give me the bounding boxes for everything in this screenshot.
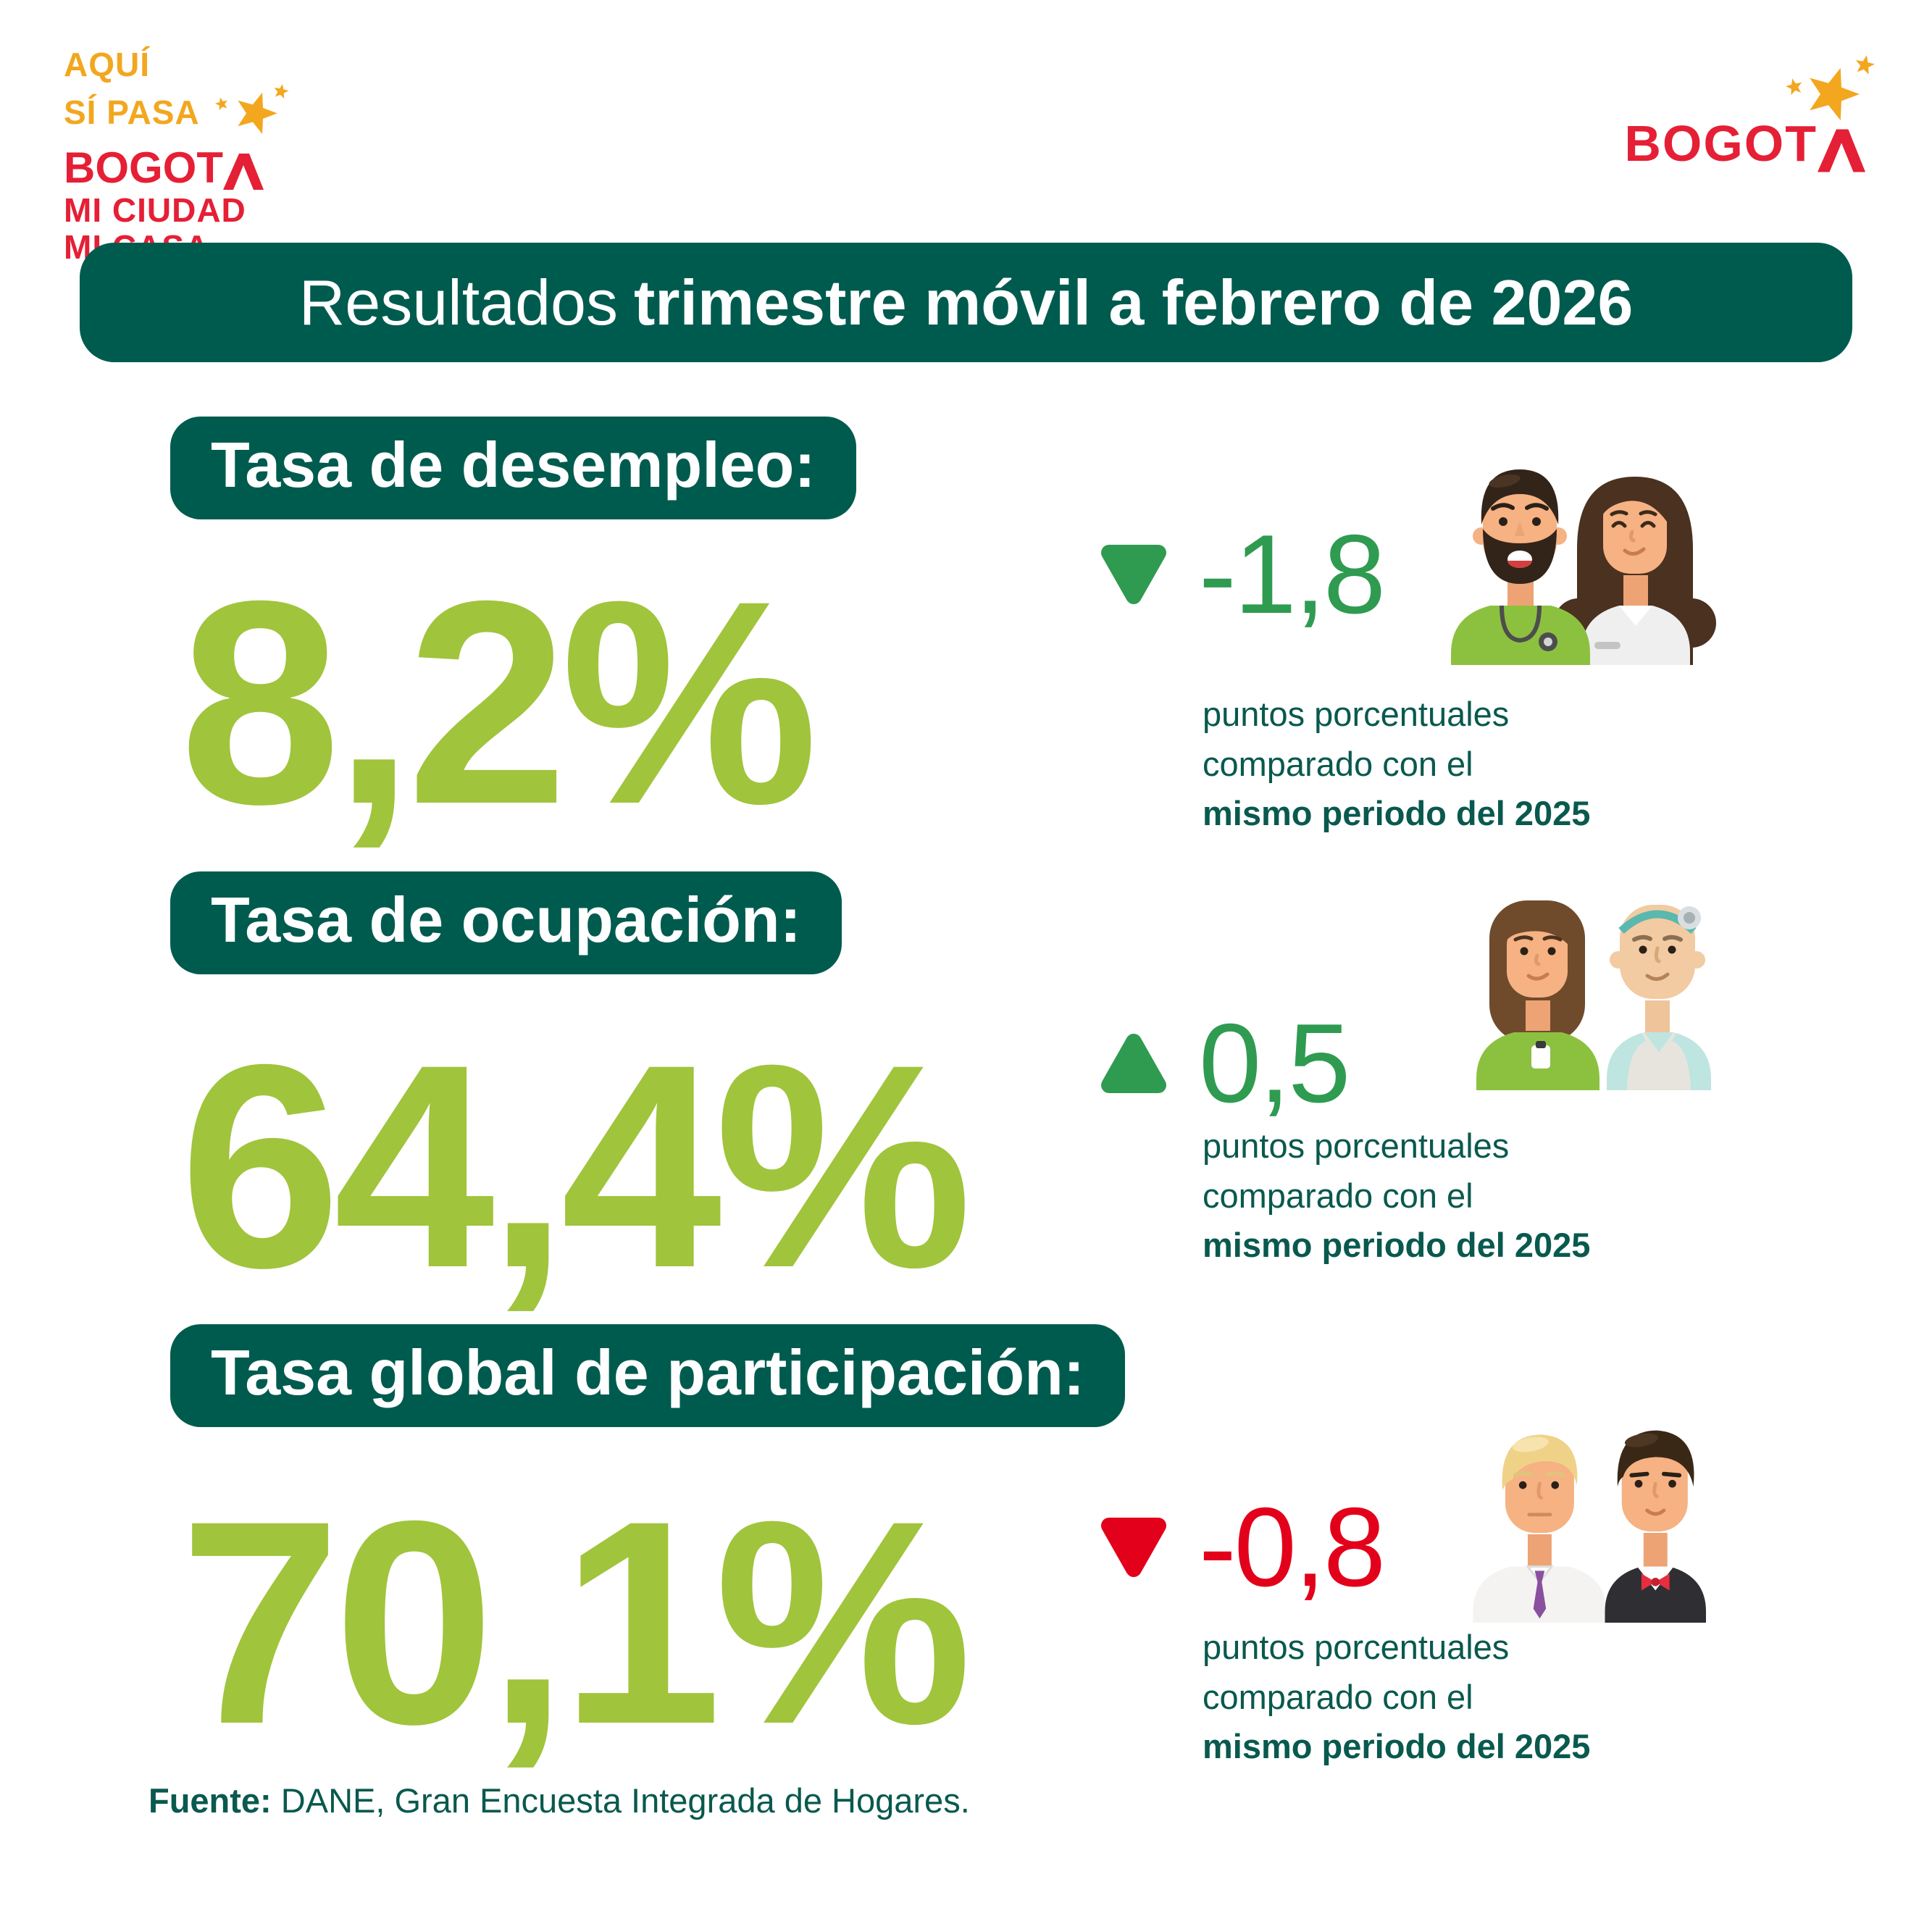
- title-regular: Resultados: [298, 266, 618, 338]
- source-label: Fuente:: [149, 1781, 272, 1820]
- bogota-logo: BOGOT: [1624, 52, 1875, 172]
- change-description-desempleo: puntos porcentuales comparado con el mis…: [1203, 690, 1590, 839]
- health-workers-couple-illustration: [1451, 469, 1716, 665]
- desc-line: puntos porcentuales: [1203, 695, 1510, 733]
- change-indicator-desempleo: -1,8: [1097, 511, 1386, 637]
- logo-line-aqui: AQUÍ: [64, 46, 150, 83]
- desc-line-bold: mismo periodo del 2025: [1203, 1727, 1591, 1766]
- change-value: 0,5: [1199, 1000, 1350, 1126]
- stat-value-ocupacion: 64,4%: [180, 1004, 972, 1328]
- change-description-ocupacion: puntos porcentuales comparado con el mis…: [1203, 1121, 1590, 1271]
- stat-label-text: Tasa global de participación:: [211, 1337, 1085, 1408]
- triangle-up-icon: [1101, 1034, 1166, 1093]
- triangle-down-icon: [1101, 1518, 1166, 1577]
- logo-bogota-text: BOGOT: [1624, 115, 1818, 172]
- logo-a-mountain-icon: [223, 154, 264, 190]
- source-note: Fuente: DANE, Gran Encuesta Integrada de…: [149, 1781, 970, 1820]
- gold-stars-icon: [1786, 55, 1875, 121]
- desc-line-bold: mismo periodo del 2025: [1203, 794, 1591, 833]
- logo-si-pasa-text: SÍ PASA: [64, 93, 200, 131]
- nurse-and-doctor-illustration: [1476, 900, 1711, 1090]
- bogota-campaign-logo: AQUÍ SÍ PASA BOGOT: [64, 48, 291, 264]
- stat-label-ocupacion: Tasa de ocupación:: [170, 871, 842, 974]
- office-worker-and-waiter-illustration: [1473, 1430, 1706, 1623]
- stat-label-text: Tasa de desempleo:: [211, 429, 816, 501]
- stat-value-participacion: 70,1%: [180, 1460, 972, 1784]
- logo-bogota-word: BOGOT: [1624, 114, 1865, 172]
- change-description-participacion: puntos porcentuales comparado con el mis…: [1203, 1623, 1590, 1772]
- change-value: -1,8: [1199, 511, 1386, 637]
- change-indicator-participacion: -0,8: [1097, 1484, 1386, 1610]
- change-value: -0,8: [1199, 1484, 1386, 1610]
- desc-line: comparado con el: [1203, 1176, 1473, 1215]
- stat-label-participacion: Tasa global de participación:: [170, 1324, 1126, 1427]
- desc-line: comparado con el: [1203, 1677, 1473, 1716]
- stat-value-desempleo: 8,2%: [180, 540, 819, 864]
- logo-a-mountain-icon: [1818, 129, 1865, 172]
- desc-line-bold: mismo periodo del 2025: [1203, 1226, 1591, 1265]
- gold-stars-icon: [214, 83, 289, 135]
- title-bold: trimestre móvil a febrero de 2026: [633, 266, 1634, 338]
- logo-line-si-pasa: SÍ PASA: [64, 81, 291, 143]
- logo-line-mi-ciudad: MI CIUDAD: [64, 191, 246, 229]
- desc-line: puntos porcentuales: [1203, 1126, 1510, 1165]
- source-text: DANE, Gran Encuesta Integrada de Hogares…: [271, 1781, 970, 1820]
- stat-label-desempleo: Tasa de desempleo:: [170, 417, 856, 519]
- triangle-down-icon: [1101, 545, 1166, 604]
- change-indicator-ocupacion: 0,5: [1097, 1000, 1350, 1126]
- logo-bogota-text: BOGOT: [64, 143, 223, 192]
- stat-label-text: Tasa de ocupación:: [211, 884, 801, 955]
- desc-line: puntos porcentuales: [1203, 1628, 1510, 1666]
- title-banner: Resultados trimestre móvil a febrero de …: [80, 243, 1852, 362]
- desc-line: comparado con el: [1203, 744, 1473, 783]
- logo-line-bogota: BOGOT: [64, 146, 291, 190]
